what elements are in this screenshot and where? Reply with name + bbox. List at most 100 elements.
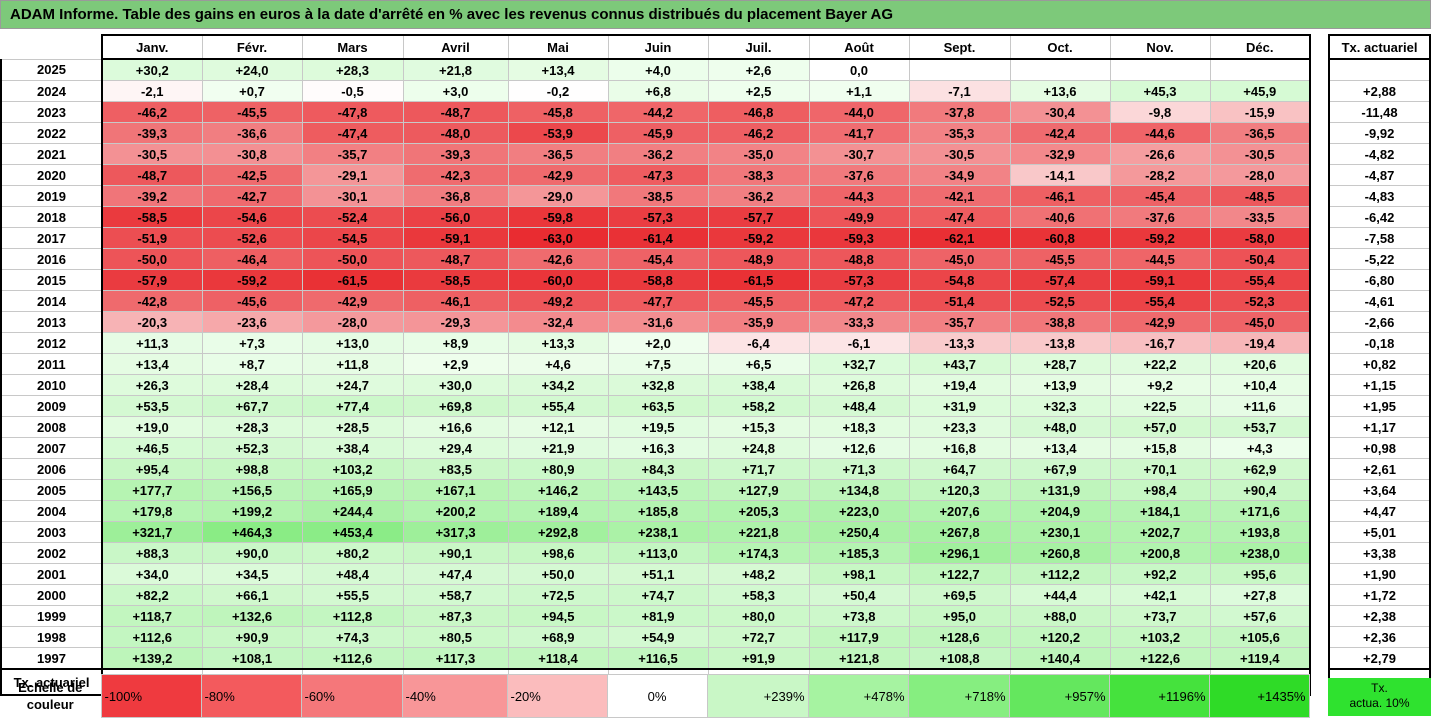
gain-cell: +48,4	[808, 395, 910, 417]
gain-cell: -37,6	[808, 164, 910, 186]
gain-cell: +238,1	[607, 521, 709, 543]
gain-cell: -7,1	[908, 80, 1011, 102]
gain-cell: +13,0	[301, 332, 404, 354]
legend-step: -60%	[300, 674, 403, 718]
gain-cell: -48,8	[808, 248, 910, 270]
gain-cell: -57,3	[808, 269, 910, 291]
table-row: 2015 -57,9 -59,2 -61,5 -58,5 -60,0 -58,8 -61,5-…	[0, 269, 1311, 291]
legend-step: -80%	[200, 674, 302, 718]
gain-cell: +185,8	[607, 500, 709, 522]
month-header-5: Mai	[507, 34, 609, 60]
gain-cell: +267,8	[908, 521, 1011, 543]
rate-row: +2,61	[1328, 458, 1431, 480]
rate-cell: -11,48	[1328, 101, 1431, 123]
gain-cell: +29,4	[402, 437, 509, 459]
gain-cell: -30,4	[1009, 101, 1111, 123]
gain-cell: +117,3	[402, 647, 509, 670]
gain-cell: +120,2	[1009, 626, 1111, 648]
gain-cell: -15,9	[1209, 101, 1311, 123]
rate-cell: -4,82	[1328, 143, 1431, 165]
rate-cell: -4,83	[1328, 185, 1431, 207]
table-row: 2013 -20,3 -23,6 -28,0 -29,3 -32,4 -31,6 -35,9-…	[0, 311, 1311, 333]
gain-cell: -47,7	[607, 290, 709, 312]
table-row: 2022 -39,3 -36,6 -47,4 -48,0 -53,9 -45,9 -46,2-…	[0, 122, 1311, 144]
gain-cell: +13,4	[101, 353, 203, 375]
gain-cell: +453,4	[301, 521, 404, 543]
rate-cell: +1,15	[1328, 374, 1431, 396]
gain-cell: +113,0	[607, 542, 709, 564]
gain-cell: +67,7	[201, 395, 303, 417]
gain-cell: -42,8	[101, 290, 203, 312]
gain-cell: +16,8	[908, 437, 1011, 459]
gain-cell: -42,6	[507, 248, 609, 270]
gain-cell: +72,7	[707, 626, 810, 648]
gain-cell: +55,5	[301, 584, 404, 606]
gain-cell: -45,5	[1009, 248, 1111, 270]
table-row: 2002 +88,3 +90,0 +80,2 +90,1 +98,6 +113,0 +174,…	[0, 542, 1311, 564]
gain-cell: +13,3	[507, 332, 609, 354]
gain-cell: +73,8	[808, 605, 910, 627]
gain-cell: -28,0	[301, 311, 404, 333]
gain-cell: +98,4	[1109, 479, 1211, 501]
gain-cell: +62,9	[1209, 458, 1311, 480]
gain-cell: +120,3	[908, 479, 1011, 501]
rate-cell: -6,80	[1328, 269, 1431, 291]
gain-cell: +31,9	[908, 395, 1011, 417]
gain-cell: -59,3	[808, 227, 910, 249]
gain-cell: -46,8	[707, 101, 810, 123]
gain-cell: -30,8	[201, 143, 303, 165]
gain-cell: +7,3	[201, 332, 303, 354]
rate-cell: +0,82	[1328, 353, 1431, 375]
gain-cell: -47,4	[301, 122, 404, 144]
gain-cell: -42,7	[201, 185, 303, 207]
gain-cell: +30,0	[402, 374, 509, 396]
average-rate-label: Tx. actuariel	[0, 668, 103, 696]
gain-cell: +202,7	[1109, 521, 1211, 543]
gain-cell: +26,8	[808, 374, 910, 396]
gain-cell: -48,9	[707, 248, 810, 270]
rate-row: +1,95	[1328, 395, 1431, 417]
gain-cell: +45,3	[1109, 80, 1211, 102]
gain-cell: -2,1	[101, 80, 203, 102]
year-cell: 2010	[0, 374, 103, 396]
table-row: 2012 +11,3 +7,3 +13,0 +8,9 +13,3 +2,0 -6,4 -6,1-…	[0, 332, 1311, 354]
gain-cell: +174,3	[707, 542, 810, 564]
gain-cell: +74,7	[607, 584, 709, 606]
gain-cell: +143,5	[607, 479, 709, 501]
gain-cell: -54,5	[301, 227, 404, 249]
rate-legend-line-2: actua. 10%	[1349, 696, 1410, 710]
year-cell: 2002	[0, 542, 103, 564]
gain-cell: +87,3	[402, 605, 509, 627]
gain-cell: -46,4	[201, 248, 303, 270]
rate-row: -6,80	[1328, 269, 1431, 291]
gain-cell: +28,3	[201, 416, 303, 438]
gain-cell: -6,4	[707, 332, 810, 354]
gain-cell: +9,2	[1109, 374, 1211, 396]
gain-cell: +42,1	[1109, 584, 1211, 606]
gain-cell: +24,7	[301, 374, 404, 396]
gain-cell: +0,7	[201, 80, 303, 102]
gain-cell: -50,0	[301, 248, 404, 270]
gain-cell: +24,0	[201, 58, 303, 81]
rate-cell: -5,22	[1328, 248, 1431, 270]
table-row: 1999 +118,7 +132,6 +112,8 +87,3 +94,5 +81,9 +80…	[0, 605, 1311, 627]
rate-row: -4,87	[1328, 164, 1431, 186]
table-row: 2011 +13,4 +8,7 +11,8 +2,9 +4,6 +7,5 +6,5 +32,7 +…	[0, 353, 1311, 375]
gain-cell: +122,6	[1109, 647, 1211, 670]
table-row: 1997 +139,2 +108,1 +112,6 +117,3 +118,4 +116,5…	[0, 647, 1311, 670]
gain-cell: +118,7	[101, 605, 203, 627]
gain-cell: -30,5	[1209, 143, 1311, 165]
gain-cell: +119,4	[1209, 647, 1311, 670]
gain-cell: +90,9	[201, 626, 303, 648]
gain-cell: -48,7	[402, 248, 509, 270]
gain-cell: +223,0	[808, 500, 910, 522]
rate-cell: +2,38	[1328, 605, 1431, 627]
gain-cell: -35,7	[301, 143, 404, 165]
gain-cell: +90,0	[201, 542, 303, 564]
gain-cell: +116,5	[607, 647, 709, 670]
gain-cell: -32,4	[507, 311, 609, 333]
gain-cell: +204,9	[1009, 500, 1111, 522]
month-header-10: Oct.	[1009, 34, 1111, 60]
rate-cell: +2,88	[1328, 80, 1431, 102]
gain-cell: -46,2	[707, 122, 810, 144]
